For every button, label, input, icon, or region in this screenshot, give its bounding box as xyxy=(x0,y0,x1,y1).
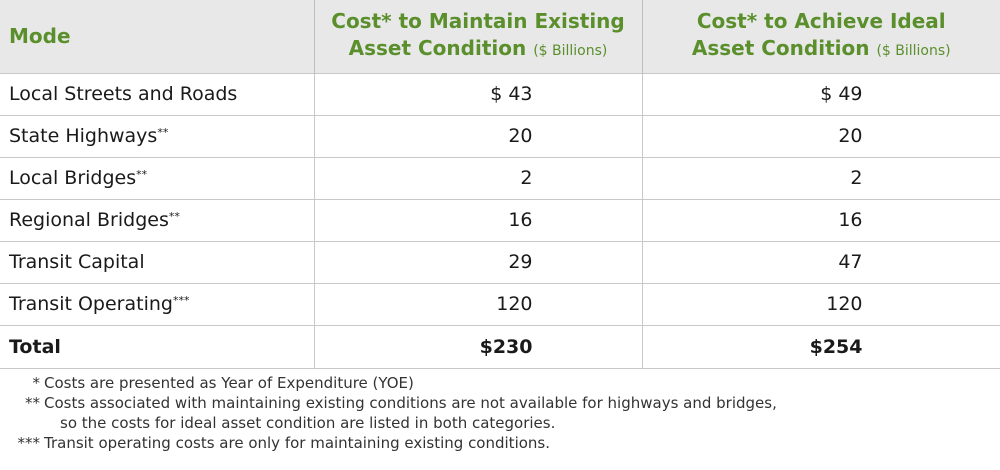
footnote-mark: ** xyxy=(136,168,148,181)
table-row: Transit Operating*** 120 120 xyxy=(0,282,1000,325)
cost-table: Mode Cost* to Maintain Existing Asset Co… xyxy=(0,0,1000,369)
mode-cell: Local Streets and Roads xyxy=(0,72,315,115)
ideal-cost-value: 47 xyxy=(838,251,863,273)
table-row: Transit Capital 29 47 xyxy=(0,240,1000,283)
mode-label: Regional Bridges xyxy=(9,209,169,231)
maintain-unit-label: ($ Billions) xyxy=(533,42,608,59)
ideal-cost-column-header: Cost* to Achieve Ideal Asset Condition (… xyxy=(642,0,1000,73)
table-row: Regional Bridges** 16 16 xyxy=(0,198,1000,241)
maintain-cost-value: 16 xyxy=(508,209,533,231)
footnote-mark: ** xyxy=(157,126,169,139)
maintain-cost-cell: 29 xyxy=(314,240,643,283)
maintain-total-cell: $230 xyxy=(314,324,643,369)
ideal-cost-value: 120 xyxy=(826,293,863,315)
ideal-total-value: $254 xyxy=(809,335,863,358)
mode-label: Transit Operating xyxy=(9,293,173,315)
footnote-marker: ** xyxy=(25,394,40,412)
mode-cell: Transit Operating*** xyxy=(0,282,315,325)
table-header: Mode Cost* to Maintain Existing Asset Co… xyxy=(0,0,1000,73)
mode-label: Local Streets and Roads xyxy=(9,83,238,105)
footnote-text: so the costs for ideal asset condition a… xyxy=(60,414,556,432)
ideal-header-line2-wrap: Asset Condition ($ Billions) xyxy=(644,35,1000,65)
mode-column-header: Mode xyxy=(0,0,315,73)
ideal-header-line2: Asset Condition xyxy=(691,35,870,60)
header-row: Mode Cost* to Maintain Existing Asset Co… xyxy=(0,0,1000,73)
maintain-header-line2: Asset Condition xyxy=(348,35,527,60)
mode-label: Transit Capital xyxy=(9,251,145,273)
ideal-cost-cell: $ 49 xyxy=(642,72,1000,115)
mode-label: State Highways xyxy=(9,125,158,147)
maintain-cost-value: 2 xyxy=(520,167,533,189)
ideal-cost-cell: 2 xyxy=(642,156,1000,199)
ideal-cost-cell: 120 xyxy=(642,282,1000,325)
ideal-cost-value: 2 xyxy=(850,167,863,189)
maintain-cost-cell: 2 xyxy=(314,156,643,199)
ideal-unit-label: ($ Billions) xyxy=(876,42,951,59)
mode-cell: State Highways** xyxy=(0,114,315,157)
total-label: Total xyxy=(0,324,315,369)
mode-cell: Local Bridges** xyxy=(0,156,315,199)
table-row: State Highways** 20 20 xyxy=(0,114,1000,157)
maintain-cost-value: 20 xyxy=(508,125,533,147)
total-row: Total $230 $254 xyxy=(0,324,1000,369)
footnote-text: Transit operating costs are only for mai… xyxy=(44,434,551,452)
maintain-cost-value: $ 43 xyxy=(490,83,533,105)
footnote-marker: * xyxy=(32,374,41,392)
maintain-cost-cell: $ 43 xyxy=(314,72,643,115)
footnote-mark: ** xyxy=(168,210,180,223)
maintain-cost-value: 120 xyxy=(496,293,533,315)
footnote-mark: *** xyxy=(172,294,190,307)
ideal-cost-value: 20 xyxy=(838,125,863,147)
maintain-cost-cell: 120 xyxy=(314,282,643,325)
table-row: Local Streets and Roads $ 43 $ 49 xyxy=(0,72,1000,115)
ideal-total-cell: $254 xyxy=(642,324,1000,369)
maintain-cost-value: 29 xyxy=(508,251,533,273)
ideal-cost-cell: 20 xyxy=(642,114,1000,157)
mode-cell: Transit Capital xyxy=(0,240,315,283)
ideal-cost-value: 16 xyxy=(838,209,863,231)
maintain-cost-cell: 20 xyxy=(314,114,643,157)
mode-cell: Regional Bridges** xyxy=(0,198,315,241)
maintain-cost-column-header: Cost* to Maintain Existing Asset Conditi… xyxy=(314,0,643,73)
maintain-header-line1: Cost* to Maintain Existing xyxy=(331,8,625,33)
table-row: Local Bridges** 2 2 xyxy=(0,156,1000,199)
table-body: Local Streets and Roads $ 43 $ 49 State … xyxy=(0,72,1000,369)
footnote-text: Costs associated with maintaining existi… xyxy=(44,394,777,412)
footnote-marker: *** xyxy=(17,434,41,452)
ideal-header-line1: Cost* to Achieve Ideal xyxy=(696,8,946,33)
maintain-cost-cell: 16 xyxy=(314,198,643,241)
maintain-total-value: $230 xyxy=(479,335,533,358)
mode-label: Local Bridges xyxy=(9,167,137,189)
footnote-text: Costs are presented as Year of Expenditu… xyxy=(44,374,414,392)
ideal-cost-cell: 47 xyxy=(642,240,1000,283)
ideal-cost-cell: 16 xyxy=(642,198,1000,241)
maintain-header-line2-wrap: Asset Condition ($ Billions) xyxy=(316,35,641,65)
ideal-cost-value: $ 49 xyxy=(820,83,863,105)
